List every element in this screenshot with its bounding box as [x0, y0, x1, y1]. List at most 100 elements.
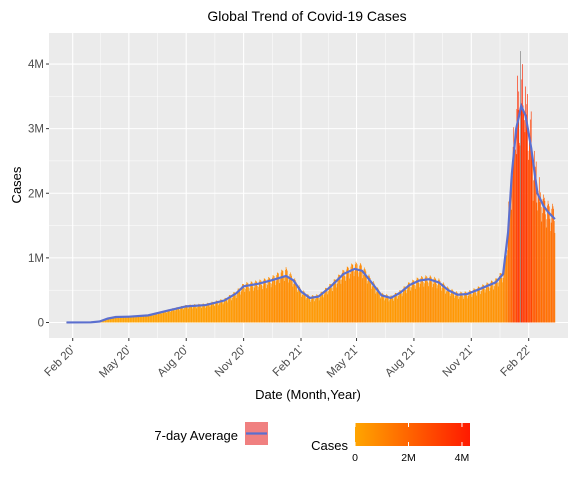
case-bar — [290, 272, 291, 323]
case-bar — [319, 297, 321, 323]
case-bar — [307, 293, 309, 323]
case-bar — [114, 317, 115, 323]
case-bar — [318, 297, 319, 323]
case-bar — [215, 300, 217, 323]
case-bar — [152, 315, 154, 323]
case-bar — [330, 284, 331, 323]
case-bar — [434, 276, 435, 323]
case-bar — [421, 276, 422, 323]
case-bar — [284, 276, 286, 323]
case-bar — [446, 287, 448, 323]
case-bar — [281, 269, 282, 323]
case-bar — [309, 299, 311, 323]
case-bar — [172, 308, 174, 323]
case-bar — [111, 317, 113, 323]
case-bar — [244, 291, 246, 323]
case-bar — [354, 264, 356, 323]
case-bar — [275, 281, 277, 323]
case-bar — [106, 318, 107, 323]
case-bar — [487, 282, 488, 323]
case-bar — [376, 288, 378, 323]
case-bar — [257, 285, 258, 323]
case-bar — [482, 284, 483, 323]
case-bar — [414, 288, 416, 323]
case-bar — [255, 280, 256, 323]
case-bar — [116, 316, 118, 323]
case-bar — [283, 275, 284, 323]
case-bar — [326, 288, 327, 323]
case-bar — [404, 286, 405, 323]
case-bar — [410, 290, 412, 323]
case-bar — [424, 283, 425, 323]
case-bar — [367, 280, 369, 323]
x-tick-label: Aug 21' — [383, 344, 419, 380]
case-bar — [305, 299, 307, 323]
case-bar — [160, 312, 162, 323]
case-bar — [230, 297, 232, 323]
colorbar-ticks: 0 2M 4M — [352, 423, 469, 464]
case-bar — [443, 283, 445, 323]
case-bar — [155, 312, 157, 323]
case-bar — [550, 231, 551, 323]
case-bar — [140, 315, 142, 323]
case-bar — [454, 295, 456, 323]
case-bar — [485, 284, 487, 323]
case-bar — [512, 146, 514, 323]
case-bar — [465, 291, 467, 323]
case-bar — [446, 291, 447, 323]
case-bar — [310, 299, 312, 323]
case-bar — [205, 307, 206, 323]
case-bar — [237, 288, 239, 323]
case-bar — [442, 283, 443, 323]
case-bar — [552, 206, 554, 323]
case-bar — [432, 283, 434, 323]
case-bar — [141, 315, 143, 323]
case-bar — [134, 315, 135, 323]
case-bar — [286, 268, 287, 323]
case-bar — [371, 288, 372, 323]
case-bar — [163, 310, 165, 323]
case-bar — [493, 289, 495, 323]
case-bar — [160, 311, 161, 323]
case-bar — [422, 282, 424, 323]
case-bar — [240, 294, 241, 323]
case-bar — [527, 94, 528, 323]
case-bar — [193, 305, 195, 323]
case-bar — [407, 284, 409, 323]
case-bar — [202, 304, 203, 323]
case-bar — [346, 269, 347, 323]
case-bar — [187, 308, 189, 323]
case-bar — [515, 154, 517, 323]
case-bar — [494, 286, 495, 323]
case-bar — [179, 310, 180, 323]
case-bar — [330, 284, 332, 323]
case-bar — [322, 294, 324, 323]
case-bar — [417, 278, 419, 323]
case-bar — [548, 206, 550, 323]
seven-day-average-line — [66, 102, 556, 324]
case-bar — [204, 304, 205, 323]
case-bar — [548, 203, 549, 323]
case-bar — [381, 293, 382, 323]
case-bar — [111, 317, 112, 323]
case-bar — [236, 295, 238, 323]
case-bar — [542, 199, 544, 323]
case-bar — [531, 148, 533, 323]
case-bar — [524, 120, 525, 323]
case-bar — [412, 280, 414, 323]
case-bar — [286, 270, 288, 323]
case-bar — [379, 298, 381, 323]
case-bar — [140, 316, 142, 323]
case-bar — [455, 292, 457, 323]
case-bar — [478, 286, 480, 323]
case-bar — [361, 265, 362, 323]
case-bar — [235, 295, 236, 323]
case-bar — [396, 293, 397, 323]
case-bar — [349, 273, 351, 323]
case-bar — [391, 295, 392, 323]
case-bar — [341, 279, 342, 323]
case-bar — [366, 283, 368, 323]
case-bar — [181, 306, 183, 323]
case-bar — [248, 291, 250, 323]
case-bar — [499, 273, 501, 323]
